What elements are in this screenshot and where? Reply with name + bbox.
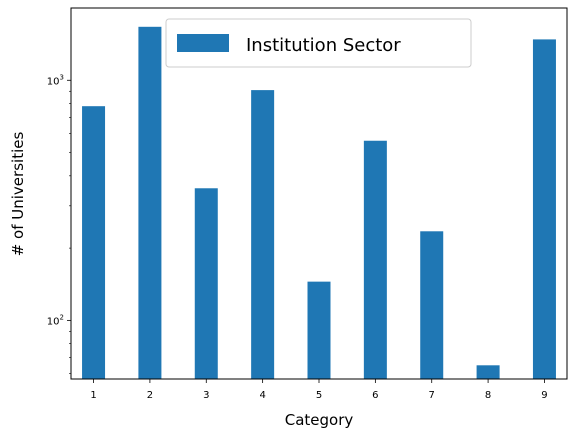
- y-axis-label: # of Universities: [9, 132, 27, 257]
- x-tick-label: 5: [316, 390, 322, 401]
- bar: [251, 90, 274, 379]
- bar: [138, 27, 161, 379]
- bar: [420, 231, 443, 379]
- x-tick-label: 9: [541, 390, 547, 401]
- x-tick-label: 8: [485, 390, 491, 401]
- bar: [308, 282, 331, 379]
- x-tick-label: 7: [429, 390, 435, 401]
- x-tick-label: 4: [259, 390, 265, 401]
- x-tick-label: 3: [203, 390, 209, 401]
- bar: [195, 188, 218, 379]
- x-tick-label: 2: [147, 390, 153, 401]
- legend: Institution Sector: [166, 19, 471, 67]
- bars-group: [82, 27, 556, 379]
- x-tick-label: 1: [90, 390, 96, 401]
- bar: [364, 141, 387, 379]
- x-axis-label: Category: [285, 411, 354, 429]
- y-tick-label: 103: [47, 73, 64, 87]
- bar: [477, 365, 500, 379]
- bar: [82, 106, 105, 379]
- y-axis: 102 103: [47, 73, 71, 373]
- x-axis: 1 2 3 4 5 6 7 8 9: [90, 379, 547, 401]
- legend-label: Institution Sector: [246, 35, 401, 56]
- bar: [533, 39, 556, 379]
- x-tick-label: 6: [372, 390, 378, 401]
- y-tick-label: 102: [47, 313, 64, 327]
- legend-swatch: [177, 34, 229, 52]
